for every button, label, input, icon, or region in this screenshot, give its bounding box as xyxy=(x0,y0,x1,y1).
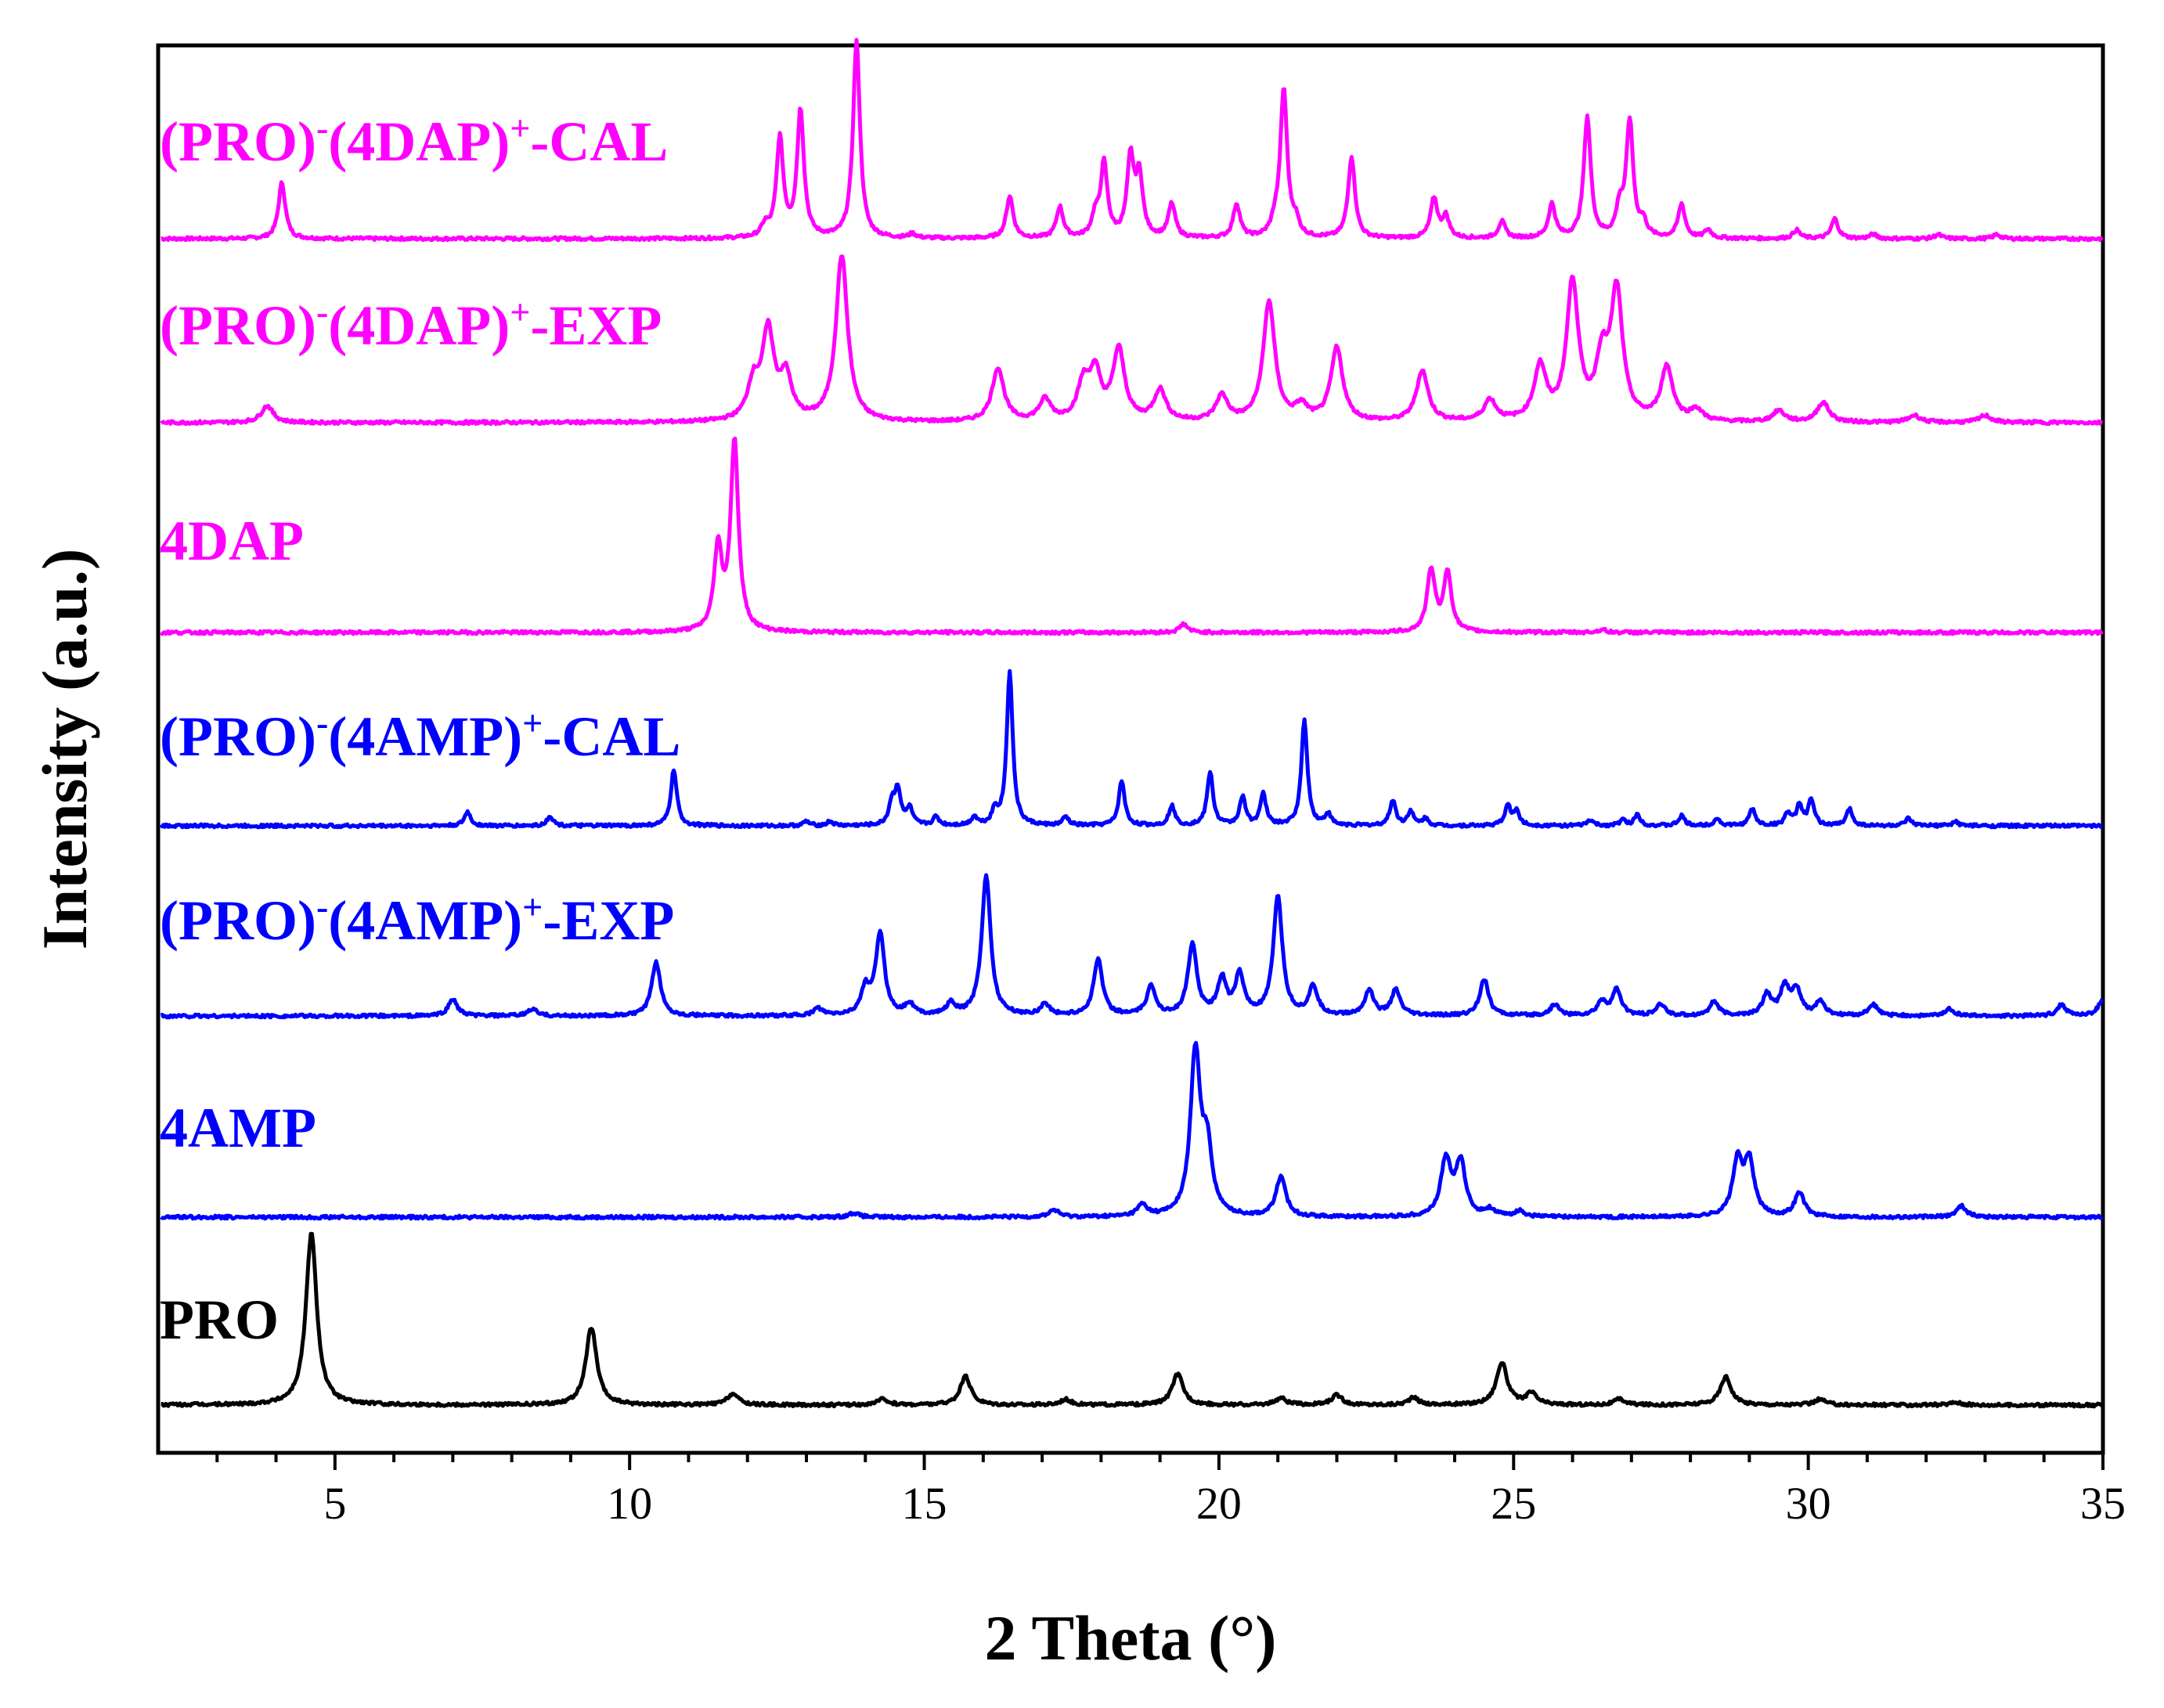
x-axis-title: 2 Theta (°) xyxy=(985,1602,1277,1674)
plot-frame xyxy=(156,43,2105,1455)
trace-pro xyxy=(160,1231,2104,1409)
trace-4dap xyxy=(159,436,2104,636)
x-tick-label: 35 xyxy=(2080,1478,2126,1529)
series-label: (PRO)-(4DAP)+-EXP xyxy=(160,292,662,357)
trace--pro-4dap-cal xyxy=(160,38,2104,243)
x-tick-label: 15 xyxy=(902,1478,947,1529)
trace--pro-4amp-cal xyxy=(159,668,2104,830)
trace--pro-4amp-exp xyxy=(160,873,2104,1020)
series-label: (PRO)-(4DAP)+-CAL xyxy=(160,108,668,173)
x-axis-ticks: 5 10 15 20 25 30 35 xyxy=(215,1453,2126,1529)
series-label: (PRO)-(4AMP)+-CAL xyxy=(160,703,680,768)
x-tick-label: 30 xyxy=(1786,1478,1831,1529)
series-label: 4DAP xyxy=(160,510,304,572)
series-label: (PRO)-(4AMP)+-EXP xyxy=(160,887,674,952)
y-axis-title: Intensity (a.u.) xyxy=(29,549,100,950)
x-tick-label: 10 xyxy=(607,1478,652,1529)
series-label: PRO xyxy=(160,1288,279,1351)
traces xyxy=(159,38,2104,1409)
x-tick-label: 5 xyxy=(323,1478,346,1529)
trace-4amp xyxy=(160,1040,2104,1221)
series-label: 4AMP xyxy=(160,1097,316,1159)
trace--pro-4dap-exp xyxy=(160,254,2104,427)
x-tick-label: 25 xyxy=(1491,1478,1536,1529)
series-labels: (PRO)-(4DAP)+-CAL (PRO)-(4DAP)+-EXP 4DAP (P… xyxy=(160,108,680,1351)
x-tick-label: 20 xyxy=(1196,1478,1242,1529)
